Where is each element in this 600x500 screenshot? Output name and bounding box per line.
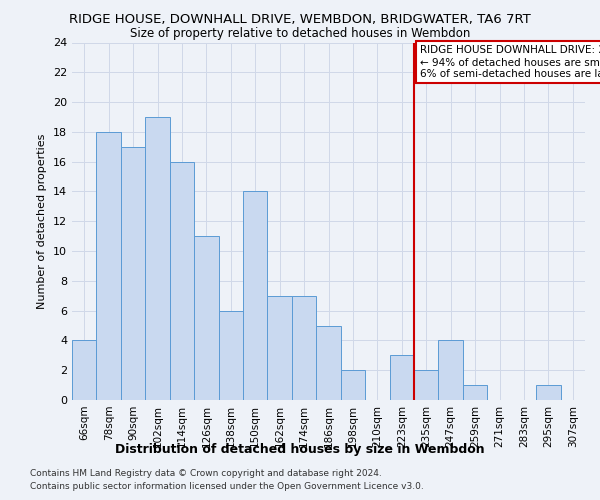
Bar	[463, 385, 487, 400]
Bar	[316, 326, 341, 400]
Bar	[121, 147, 145, 400]
Bar	[97, 132, 121, 400]
Y-axis label: Number of detached properties: Number of detached properties	[37, 134, 47, 309]
Bar	[145, 117, 170, 400]
Bar	[218, 310, 243, 400]
Bar	[268, 296, 292, 400]
Text: Contains HM Land Registry data © Crown copyright and database right 2024.: Contains HM Land Registry data © Crown c…	[30, 469, 382, 478]
Text: Distribution of detached houses by size in Wembdon: Distribution of detached houses by size …	[115, 442, 485, 456]
Bar	[170, 162, 194, 400]
Text: Size of property relative to detached houses in Wembdon: Size of property relative to detached ho…	[130, 28, 470, 40]
Text: RIDGE HOUSE DOWNHALL DRIVE: 232sqm
← 94% of detached houses are smaller (129)
6%: RIDGE HOUSE DOWNHALL DRIVE: 232sqm ← 94%…	[420, 46, 600, 78]
Bar	[414, 370, 439, 400]
Bar	[243, 192, 268, 400]
Text: Contains public sector information licensed under the Open Government Licence v3: Contains public sector information licen…	[30, 482, 424, 491]
Bar	[439, 340, 463, 400]
Text: RIDGE HOUSE, DOWNHALL DRIVE, WEMBDON, BRIDGWATER, TA6 7RT: RIDGE HOUSE, DOWNHALL DRIVE, WEMBDON, BR…	[69, 12, 531, 26]
Bar	[341, 370, 365, 400]
Bar	[72, 340, 97, 400]
Bar	[194, 236, 218, 400]
Bar	[389, 356, 414, 400]
Bar	[292, 296, 316, 400]
Bar	[536, 385, 560, 400]
